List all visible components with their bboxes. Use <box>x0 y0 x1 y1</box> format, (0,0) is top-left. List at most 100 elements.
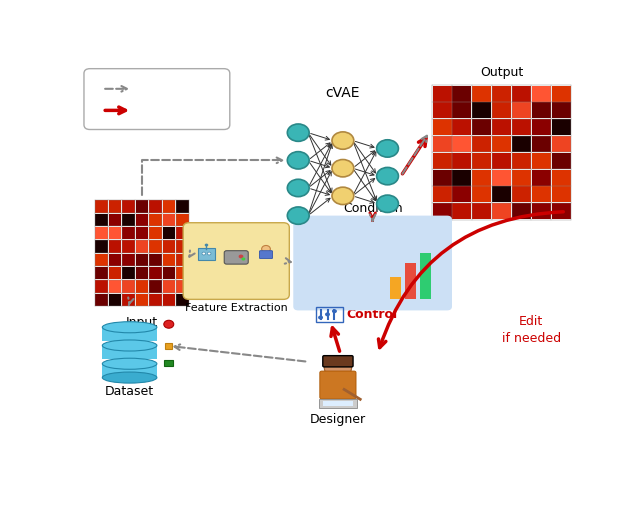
Bar <box>176 240 189 253</box>
Bar <box>433 103 451 119</box>
Bar <box>452 170 471 186</box>
Bar <box>176 227 189 240</box>
Bar <box>95 240 108 253</box>
Bar <box>492 203 511 219</box>
Bar <box>102 364 157 378</box>
Bar <box>452 136 471 152</box>
Bar <box>163 240 175 253</box>
Bar <box>109 227 122 240</box>
Bar <box>512 119 531 135</box>
Text: Edit
if needed: Edit if needed <box>502 315 561 345</box>
Circle shape <box>332 309 337 313</box>
Bar <box>532 103 550 119</box>
Text: Designer: Designer <box>310 413 366 426</box>
Bar <box>512 103 531 119</box>
Bar <box>472 119 491 135</box>
Bar <box>420 253 431 299</box>
Bar <box>512 203 531 219</box>
Bar <box>149 253 162 266</box>
FancyBboxPatch shape <box>84 69 230 129</box>
Circle shape <box>241 258 245 261</box>
Bar <box>149 240 162 253</box>
Ellipse shape <box>102 340 157 351</box>
Bar <box>532 203 550 219</box>
Bar <box>149 200 162 213</box>
Bar <box>176 280 189 293</box>
Bar <box>136 253 148 266</box>
Bar <box>136 240 148 253</box>
Bar <box>492 153 511 169</box>
Bar <box>109 213 122 226</box>
Bar <box>95 213 108 226</box>
Text: Symmetry: Symmetry <box>310 256 372 269</box>
Bar <box>472 170 491 186</box>
Circle shape <box>262 246 270 252</box>
Bar <box>319 399 356 408</box>
Bar <box>492 103 511 119</box>
Bar <box>176 293 189 306</box>
Text: Output: Output <box>480 66 524 80</box>
Bar <box>109 200 122 213</box>
Bar <box>532 136 550 152</box>
Bar <box>472 103 491 119</box>
Bar <box>109 240 122 253</box>
Bar <box>552 186 570 203</box>
Bar <box>102 345 157 359</box>
Bar <box>149 280 162 293</box>
Bar <box>149 267 162 280</box>
Bar <box>122 267 135 280</box>
Circle shape <box>205 244 208 246</box>
Circle shape <box>164 320 173 328</box>
Circle shape <box>376 195 399 212</box>
Bar <box>95 267 108 280</box>
Circle shape <box>332 132 354 149</box>
Text: Input: Input <box>126 317 158 329</box>
Bar <box>512 170 531 186</box>
Bar <box>122 213 135 226</box>
Text: Training: Training <box>140 82 186 95</box>
FancyBboxPatch shape <box>198 248 214 260</box>
Circle shape <box>239 254 243 259</box>
Circle shape <box>376 167 399 185</box>
Circle shape <box>202 252 205 255</box>
Bar <box>552 103 570 119</box>
Bar <box>95 293 108 306</box>
Bar <box>532 119 550 135</box>
Bar <box>136 200 148 213</box>
Bar <box>122 200 135 213</box>
Circle shape <box>287 152 309 169</box>
Circle shape <box>207 252 211 255</box>
Bar <box>390 277 401 299</box>
Bar <box>552 153 570 169</box>
Bar <box>109 267 122 280</box>
Bar <box>95 200 108 213</box>
Text: Control: Control <box>346 308 397 321</box>
Text: Inference: Inference <box>140 104 203 117</box>
Bar <box>136 267 148 280</box>
Bar <box>122 293 135 306</box>
Bar <box>433 153 451 169</box>
Bar <box>149 227 162 240</box>
Bar <box>532 86 550 102</box>
Bar <box>149 293 162 306</box>
Bar <box>176 267 189 280</box>
Bar <box>492 170 511 186</box>
Bar <box>163 280 175 293</box>
Bar <box>472 203 491 219</box>
Bar <box>492 86 511 102</box>
Ellipse shape <box>102 372 157 383</box>
Bar <box>552 86 570 102</box>
Bar <box>122 240 135 253</box>
Bar <box>512 136 531 152</box>
Bar <box>552 170 570 186</box>
Text: Median Num Moves: Median Num Moves <box>310 232 426 245</box>
Bar <box>452 186 471 203</box>
Bar <box>163 200 175 213</box>
Ellipse shape <box>102 322 157 333</box>
Bar <box>512 153 531 169</box>
Bar <box>176 253 189 266</box>
FancyBboxPatch shape <box>320 371 356 399</box>
Bar <box>122 253 135 266</box>
FancyBboxPatch shape <box>323 356 353 367</box>
Bar <box>136 213 148 226</box>
